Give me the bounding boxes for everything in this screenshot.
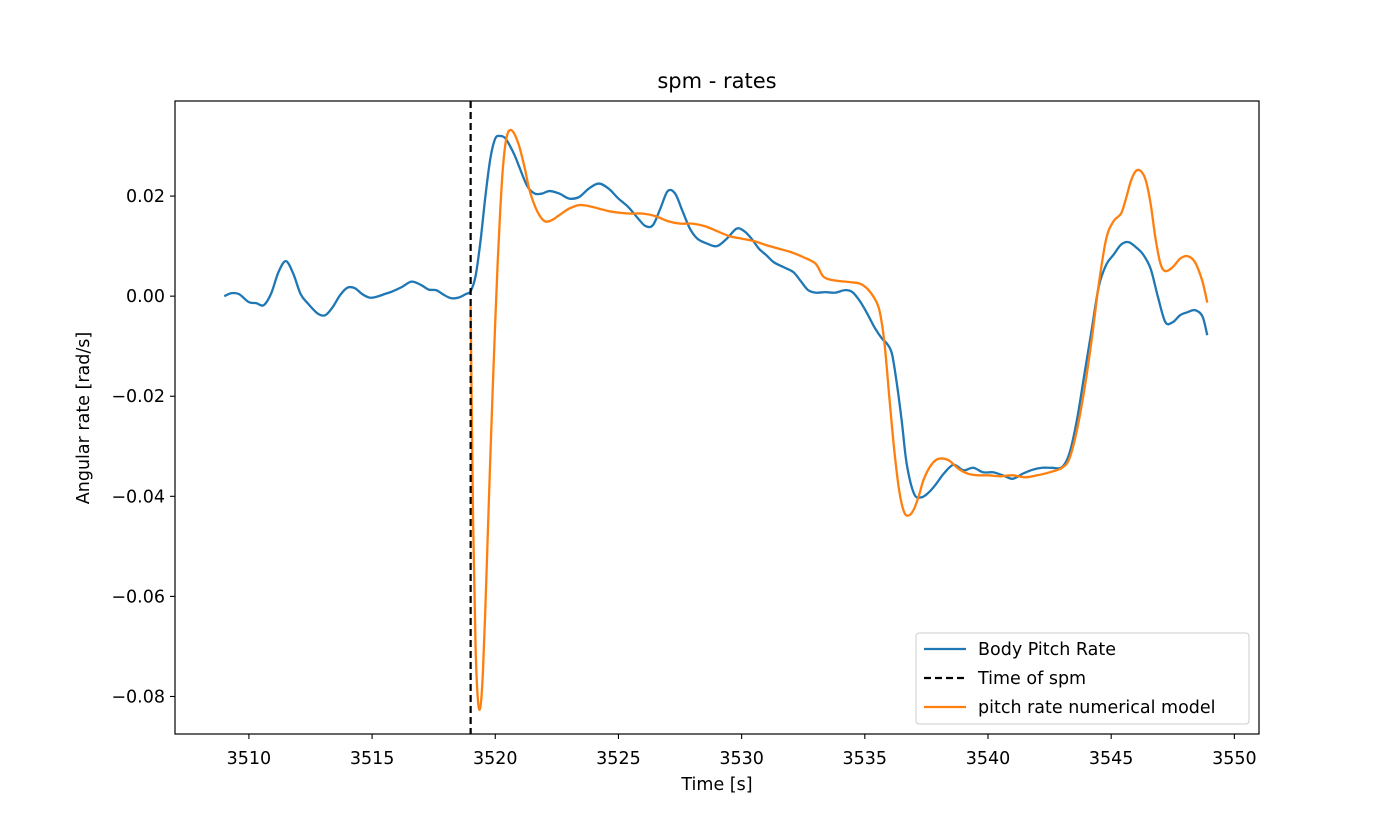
y-axis: 0.02 0.00 −0.02 −0.04 −0.06 −0.08 — [111, 187, 175, 707]
x-tick-label: 3515 — [350, 749, 395, 769]
y-tick-label: −0.06 — [111, 587, 165, 607]
y-tick-label: −0.02 — [111, 387, 165, 407]
x-tick-label: 3520 — [473, 749, 518, 769]
series-line-pitch-rate-numerical-model — [469, 128, 1209, 711]
x-tick-label: 3535 — [843, 749, 888, 769]
x-axis: 3510 3515 3520 3525 3530 3535 3540 3545 3550 — [227, 734, 1257, 769]
x-tick-label: 3525 — [596, 749, 641, 769]
x-tick-label: 3510 — [227, 749, 272, 769]
legend-label: pitch rate numerical model — [978, 698, 1216, 718]
y-tick-label: −0.08 — [111, 687, 165, 707]
y-tick-label: −0.04 — [111, 487, 165, 507]
x-tick-label: 3545 — [1089, 749, 1134, 769]
y-tick-label: 0.02 — [126, 187, 165, 207]
legend-label: Body Pitch Rate — [978, 640, 1116, 660]
legend: Body Pitch Rate Time of spm pitch rate num… — [915, 632, 1250, 725]
series-line-body-pitch-rate — [223, 134, 1209, 499]
plot-area — [174, 100, 1260, 735]
x-tick-label: 3530 — [719, 749, 764, 769]
x-axis-label: Time [s] — [680, 775, 752, 795]
series-layer — [223, 101, 1209, 734]
x-tick-label: 3550 — [1212, 749, 1257, 769]
legend-box — [915, 632, 1250, 725]
y-tick-label: 0.00 — [126, 287, 165, 307]
y-axis-label: Angular rate [rad/s] — [74, 332, 94, 504]
plot-frame — [174, 100, 1260, 735]
x-tick-label: 3540 — [966, 749, 1011, 769]
legend-label: Time of spm — [977, 669, 1086, 689]
chart-title: spm - rates — [657, 69, 776, 93]
